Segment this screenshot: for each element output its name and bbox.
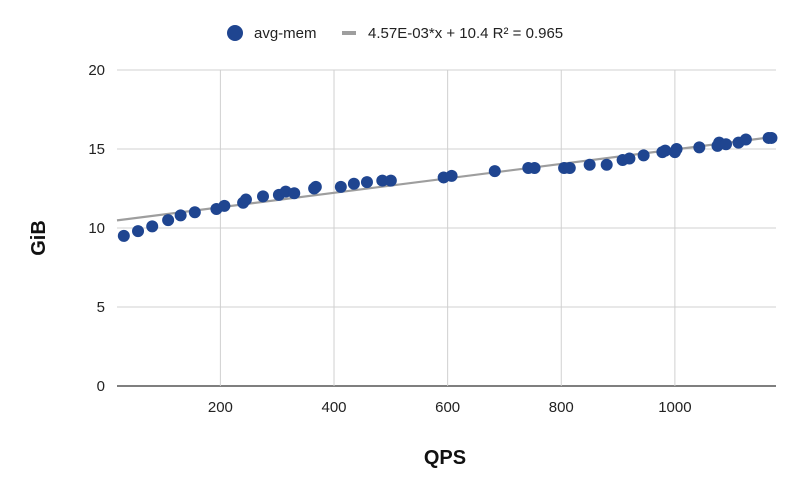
data-point-16 [334, 180, 347, 193]
y-tick-label-15: 15 [88, 141, 105, 158]
data-point-25 [528, 161, 541, 174]
y-axis-title: GiB [28, 220, 50, 256]
data-point-40 [720, 138, 733, 151]
data-point-1 [132, 225, 145, 238]
y-tick-labels: 0 5 10 15 20 [88, 62, 105, 395]
y-tick-label-5: 5 [97, 299, 105, 316]
x-tick-label-1000: 1000 [658, 399, 691, 416]
data-point-9 [239, 193, 252, 206]
data-point-31 [623, 152, 636, 165]
legend-label-trendline: 4.57E-03*x + 10.4 R² = 0.965 [368, 25, 563, 42]
x-tick-label-200: 200 [208, 399, 233, 416]
data-point-4 [174, 209, 187, 222]
legend: avg-mem 4.57E-03*x + 10.4 R² = 0.965 [227, 25, 563, 42]
data-point-34 [659, 144, 672, 157]
y-tick-label-20: 20 [88, 62, 105, 79]
data-point-15 [309, 180, 322, 193]
data-point-22 [445, 169, 458, 182]
data-point-37 [693, 141, 706, 154]
data-point-42 [739, 133, 752, 146]
legend-swatch-avg-mem [227, 25, 243, 41]
data-point-5 [188, 206, 201, 219]
data-point-29 [600, 158, 613, 171]
data-point-28 [583, 158, 596, 171]
data-point-0 [117, 229, 130, 242]
data-point-18 [360, 176, 373, 189]
data-point-19 [376, 174, 389, 187]
data-point-23 [488, 165, 501, 178]
y-tick-label-10: 10 [88, 220, 105, 237]
data-point-32 [637, 149, 650, 162]
data-point-3 [162, 214, 175, 227]
x-tick-label-400: 400 [321, 399, 346, 416]
data-point-17 [347, 177, 360, 190]
data-point-20 [384, 174, 397, 187]
data-point-44 [765, 131, 778, 144]
x-tick-labels: 200 400 600 800 1000 [208, 399, 692, 416]
x-axis-title: QPS [424, 447, 466, 469]
data-point-7 [218, 199, 231, 212]
data-point-10 [257, 190, 270, 203]
data-points [117, 131, 778, 242]
x-tick-label-600: 600 [435, 399, 460, 416]
data-point-27 [563, 161, 576, 174]
legend-label-avg-mem: avg-mem [254, 25, 317, 42]
x-tick-label-800: 800 [549, 399, 574, 416]
gridlines [117, 69, 776, 387]
y-tick-label-0: 0 [97, 378, 105, 395]
data-point-2 [146, 220, 159, 233]
data-point-36 [670, 143, 683, 155]
data-point-13 [288, 187, 301, 200]
